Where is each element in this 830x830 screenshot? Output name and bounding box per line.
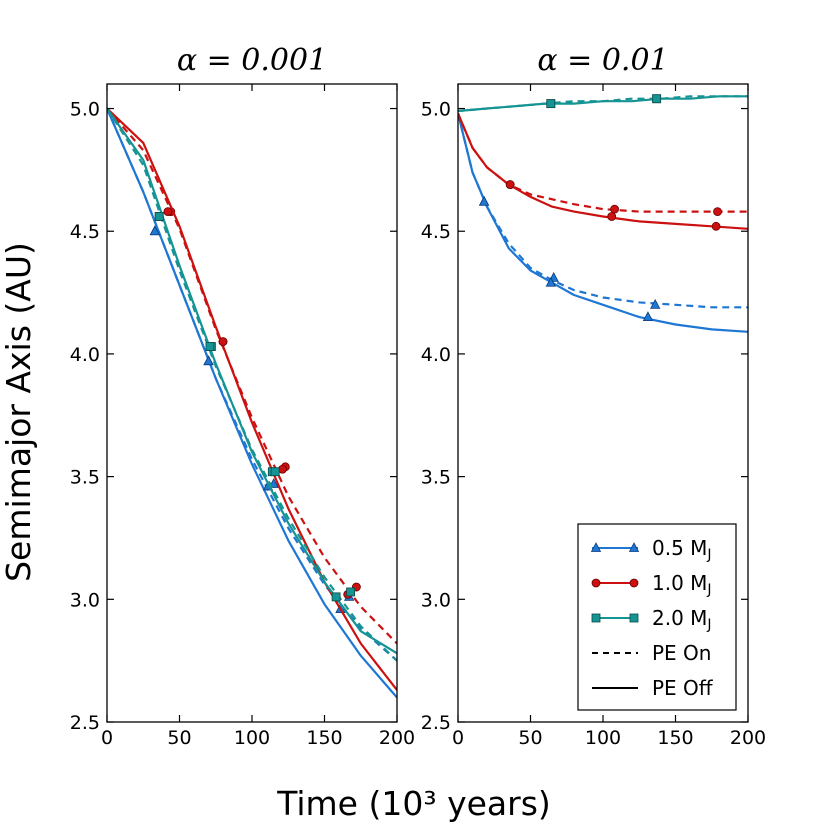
series-1-marker-1 [545, 276, 556, 287]
y-tick-label-3: 4.0 [421, 344, 451, 366]
x-tick-label-4: 200 [730, 727, 766, 749]
series-line-0 [107, 108, 397, 662]
legend-label-0: 0.5 MJ [652, 536, 712, 563]
x-axis-label: Time (10³ years) [276, 784, 551, 823]
series-5-marker-1 [652, 94, 662, 104]
series-3-marker-1 [218, 337, 228, 347]
y-tick-label-5: 5.0 [70, 99, 100, 121]
y-tick-label-0: 2.5 [70, 712, 100, 734]
legend-marker-2-a [591, 613, 601, 623]
series-group [107, 107, 397, 699]
legend-marker-1-b [629, 578, 639, 588]
series-5-marker-0 [154, 212, 164, 221]
legend-marker-0-b [628, 542, 640, 552]
series-5-marker-3 [331, 592, 341, 602]
x-tick-label-1: 50 [167, 727, 191, 749]
series-line-2 [458, 112, 748, 213]
x-tick-label-3: 150 [657, 727, 693, 749]
legend-label-3: PE On [652, 641, 711, 665]
series-line-3 [107, 107, 397, 691]
x-tick-label-4: 200 [379, 727, 415, 749]
series-1-marker-0 [478, 195, 490, 206]
series-1-marker-0 [149, 225, 161, 236]
series-2-marker-2 [713, 207, 722, 217]
series-3-marker-0 [163, 207, 173, 217]
series-line-1 [458, 113, 748, 333]
y-tick-label-2: 3.5 [421, 467, 451, 489]
series-line-1 [107, 108, 397, 699]
y-tick-label-5: 5.0 [421, 99, 451, 121]
series-group [458, 94, 748, 333]
series-line-0 [458, 113, 748, 309]
panel-title: α = 0.01 [537, 43, 668, 78]
y-tick-label-0: 2.5 [421, 712, 451, 734]
legend-label-1: 1.0 MJ [652, 571, 712, 598]
series-4-marker-3 [346, 587, 356, 597]
y-tick-label-3: 4.0 [70, 344, 100, 366]
x-tick-label-1: 50 [518, 727, 542, 749]
y-tick-label-2: 3.5 [70, 467, 100, 489]
panel-alpha-0001: α = 0.001 0 50 100 150 200 2.5 3.0 3.5 4.0 4.5 5.0 [70, 43, 415, 749]
series-line-2 [107, 107, 397, 645]
series-3-marker-0 [505, 180, 515, 190]
series-line-4 [107, 107, 397, 662]
legend: 0.5 MJ 1.0 MJ 2.0 MJ PE On PE Off [577, 523, 737, 711]
series-line-3 [458, 112, 748, 230]
legend-marker-1-a [591, 578, 601, 588]
x-tick-label-2: 100 [234, 727, 270, 749]
series-5-marker-2 [270, 467, 280, 477]
series-1-marker-1 [203, 355, 214, 366]
series-line-5 [107, 107, 397, 655]
series-3-marker-2 [278, 464, 287, 474]
y-tick-label-1: 3.0 [70, 589, 100, 611]
legend-marker-2-b [629, 613, 639, 623]
legend-label-2: 2.0 MJ [652, 606, 712, 633]
y-tick-label-1: 3.0 [421, 589, 451, 611]
x-axis-label-unit: (10³ years) [368, 784, 550, 823]
y-tick-label-4: 4.5 [70, 221, 100, 243]
y-tick-label-4: 4.5 [421, 221, 451, 243]
x-tick-label-0: 0 [452, 727, 464, 749]
legend-label-4: PE Off [652, 676, 714, 700]
legend-marker-0-a [590, 542, 602, 552]
series-3-marker-1 [607, 212, 617, 221]
series-5-marker-0 [546, 99, 556, 109]
y-axis-label: Semimajor Axis (AU) [0, 242, 38, 582]
series-1-marker-2 [642, 311, 654, 322]
x-tick-label-0: 0 [101, 727, 113, 749]
x-tick-label-2: 100 [585, 727, 621, 749]
panel-title: α = 0.001 [177, 43, 327, 78]
series-0-marker-2 [650, 298, 661, 309]
series-2-marker-1 [610, 204, 619, 214]
series-3-marker-2 [711, 221, 721, 231]
series-line-5 [458, 95, 748, 113]
series-5-marker-1 [205, 342, 215, 351]
x-tick-label-3: 150 [306, 727, 342, 749]
x-axis-label-main: Time [276, 784, 358, 823]
panel-alpha-001: α = 0.01 0 50 100 150 200 2.5 3.0 3.5 4.0 4.5 5.0 [421, 43, 766, 749]
